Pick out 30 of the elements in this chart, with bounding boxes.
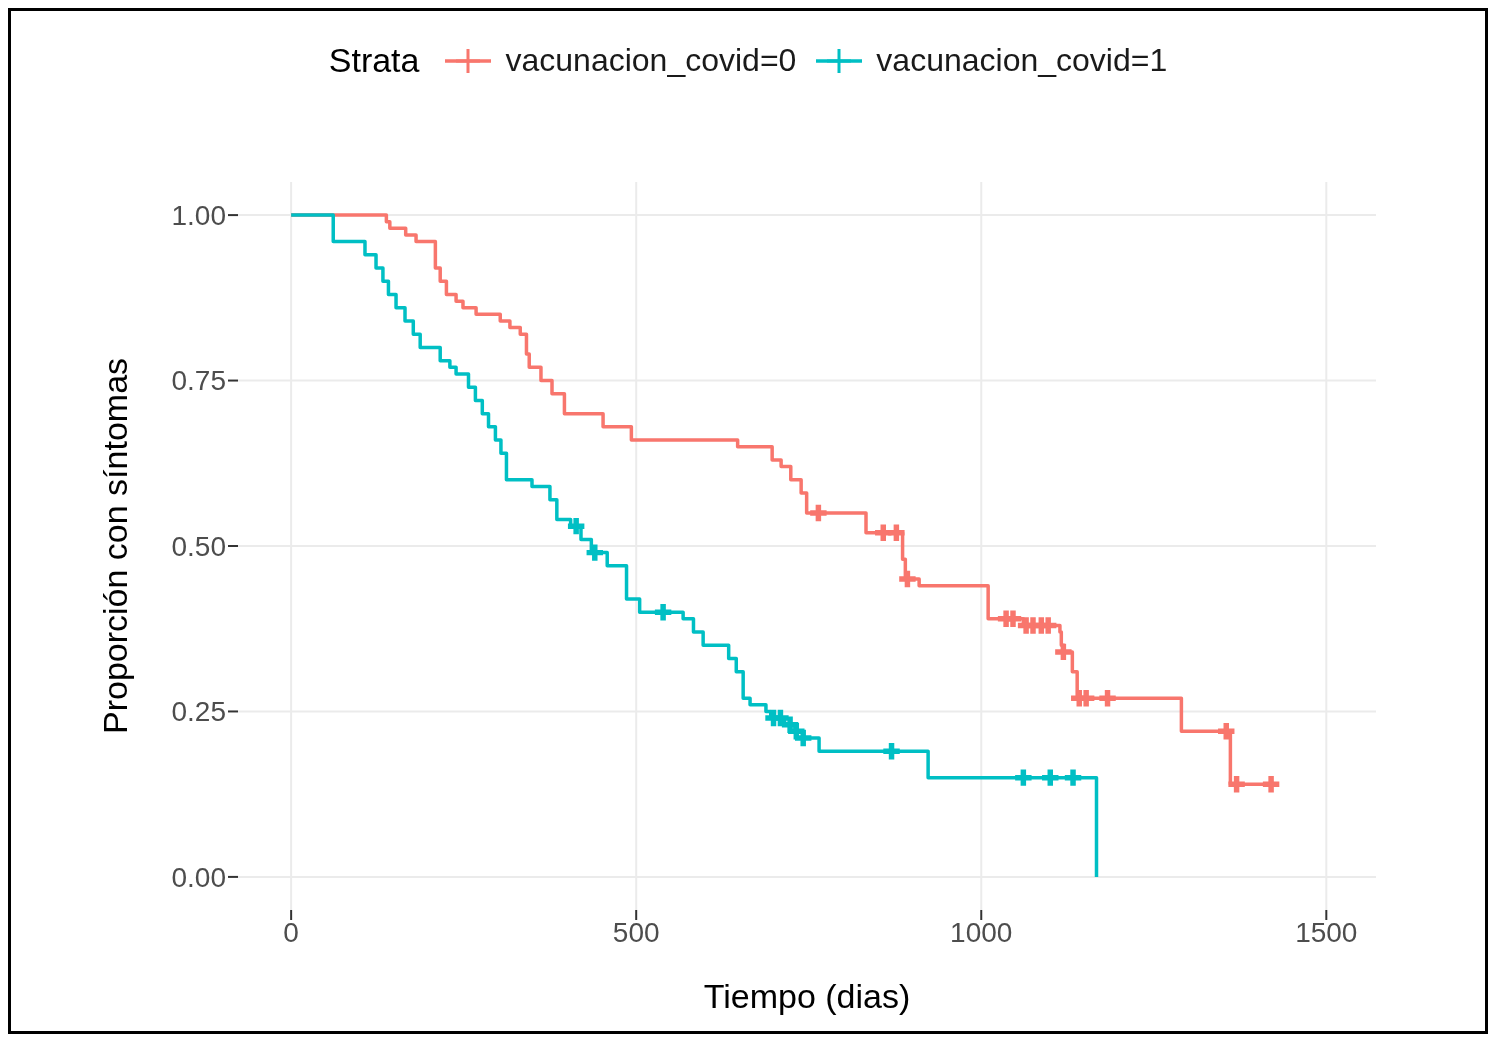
y-axis-title: Proporción con síntomas <box>96 357 135 735</box>
y-tick-label: 0.75 <box>171 365 226 397</box>
y-tick-label: 0.50 <box>171 530 226 562</box>
y-tick-label: 1.00 <box>171 200 226 232</box>
point <box>1064 769 1082 786</box>
y-tick-label: 0.25 <box>171 696 226 728</box>
point <box>1099 690 1116 707</box>
x-axis-title: Tiempo (dias) <box>703 977 911 1015</box>
legend-label: vacunacion_covid=1 <box>876 42 1168 79</box>
point <box>1015 769 1032 786</box>
point <box>888 524 905 541</box>
x-tick-label: 1000 <box>950 916 1013 948</box>
legend-title: Strata <box>328 41 420 80</box>
point <box>810 504 827 522</box>
point <box>883 742 900 760</box>
point <box>586 544 604 561</box>
point <box>1055 643 1072 661</box>
x-tick-label: 500 <box>612 916 660 948</box>
point <box>794 729 812 747</box>
x-tick-label: 0 <box>283 916 299 948</box>
legend-label: vacunacion_covid=0 <box>505 42 797 79</box>
point <box>1042 769 1059 786</box>
y-tick-label: 0.00 <box>171 861 226 893</box>
x-tick-label: 1500 <box>1295 916 1358 948</box>
point <box>1228 776 1245 793</box>
point <box>1262 776 1280 793</box>
point <box>567 517 585 535</box>
point <box>899 570 916 588</box>
point <box>1218 723 1235 740</box>
point <box>654 603 672 621</box>
